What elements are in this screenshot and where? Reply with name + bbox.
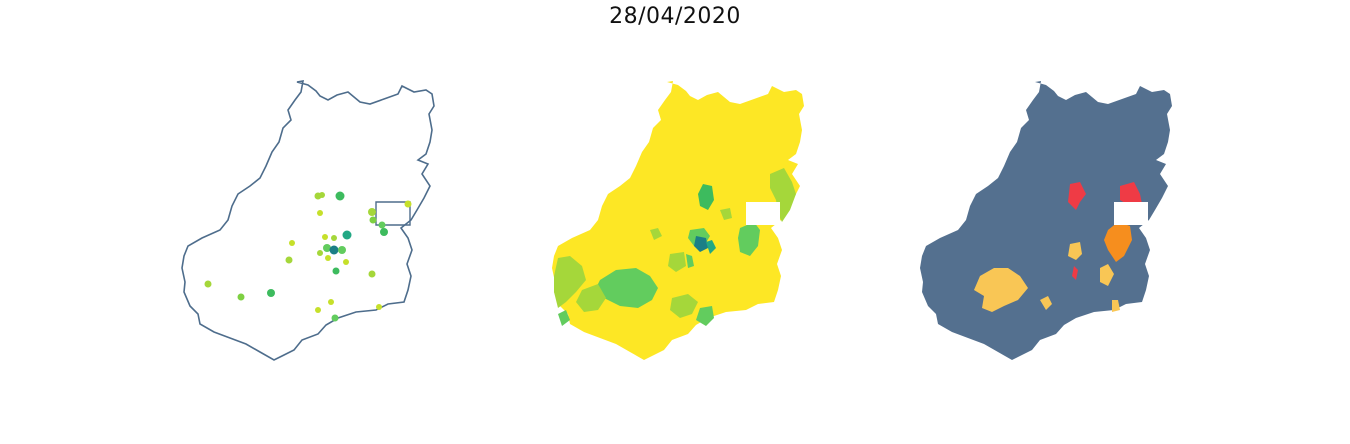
case-points-map [170, 70, 470, 370]
case-point [323, 244, 331, 252]
case-point [376, 304, 382, 310]
region [738, 222, 760, 256]
region [576, 284, 606, 312]
case-point [368, 208, 376, 216]
region [1068, 182, 1086, 210]
case-point [315, 307, 321, 313]
case-point [237, 293, 245, 301]
case-point [331, 235, 337, 241]
risk-category-map [908, 70, 1208, 370]
case-point [267, 289, 275, 297]
region [1040, 296, 1052, 310]
case-point [404, 200, 412, 208]
region [1100, 264, 1114, 286]
choropleth-map [540, 70, 840, 370]
state-outline [181, 80, 435, 361]
region [668, 252, 686, 272]
region [1120, 182, 1142, 206]
region [1112, 300, 1120, 312]
federal-district-blank [1114, 202, 1148, 225]
region [686, 254, 694, 268]
case-point [331, 314, 339, 322]
case-point [317, 210, 323, 216]
region [974, 268, 1028, 312]
case-point [342, 230, 352, 240]
case-points-svg [181, 80, 435, 361]
case-point [329, 245, 339, 255]
region [694, 236, 708, 252]
case-point [322, 234, 328, 240]
case-point [285, 256, 293, 264]
figure-title: 28/04/2020 [609, 4, 741, 29]
case-point [380, 228, 388, 236]
region [1068, 242, 1082, 260]
region [650, 228, 662, 240]
case-point [369, 216, 377, 224]
region [706, 240, 716, 254]
case-point [335, 191, 345, 201]
case-point [328, 299, 334, 305]
region [770, 168, 796, 222]
case-point [332, 267, 340, 275]
case-point [343, 259, 349, 265]
case-point [338, 246, 346, 254]
region [720, 208, 732, 220]
case-point [325, 255, 331, 261]
region [1072, 266, 1078, 280]
case-point [378, 221, 386, 229]
region [1104, 222, 1132, 262]
case-point [204, 280, 212, 288]
federal-district-blank [746, 202, 780, 225]
choropleth-svg [552, 81, 804, 360]
case-point [317, 250, 323, 256]
case-point [368, 270, 376, 278]
region [670, 294, 698, 318]
region [554, 256, 586, 308]
region [696, 306, 714, 326]
case-point [319, 192, 325, 198]
case-point [289, 240, 295, 246]
region [596, 268, 658, 308]
region [558, 310, 570, 326]
risk-category-svg [920, 81, 1172, 360]
region [698, 184, 714, 210]
